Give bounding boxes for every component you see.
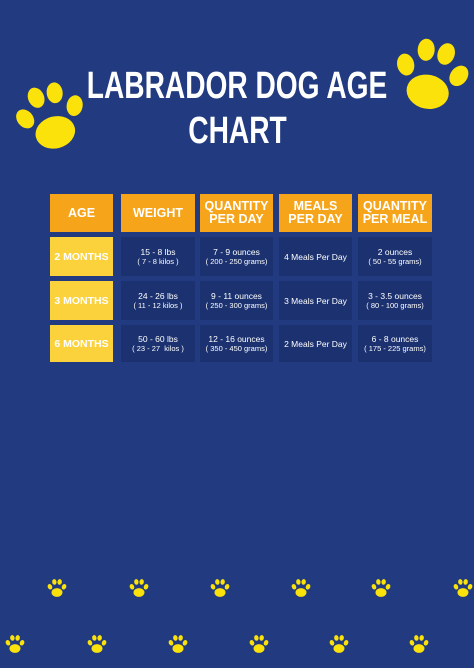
cell-text: 2 Meals Per Day [284, 338, 347, 349]
cell-text: ( 80 - 100 grams) [366, 300, 424, 310]
cell-text: 4 Meals Per Day [284, 251, 347, 262]
data-cell: 3 - 3.5 ounces( 80 - 100 grams) [358, 281, 432, 320]
header-cell: MEALS PER DAY [279, 194, 352, 232]
paw-row [4, 578, 474, 653]
cell-text: 9 - 11 ounces [211, 290, 262, 301]
cell-text: ( 250 - 300 grams) [205, 300, 268, 310]
cell-text: WEIGHT [133, 205, 183, 220]
data-cell: 6 - 8 ounces( 175 - 225 grams) [358, 325, 432, 362]
cell-text: PER MEAL [362, 212, 428, 226]
data-cell: 12 - 16 ounces( 350 - 450 grams) [200, 325, 273, 362]
cell-text: ( 200 - 250 grams) [205, 256, 268, 266]
cell-text: MEALS [293, 199, 338, 213]
cell-text: 3 - 3.5 ounces [368, 290, 422, 301]
cell-text: 15 - 8 lbs [140, 246, 176, 257]
title-text: CHART [187, 110, 287, 152]
cell-text: ( 50 - 55 grams) [368, 256, 422, 266]
cell-text: 3 MONTHS [54, 294, 109, 307]
header-cell: AGE [50, 194, 113, 232]
cell-text: 50 - 60 lbs [138, 333, 178, 344]
data-cell: 24 - 26 lbs( 11 - 12 kilos ) [121, 281, 195, 320]
cell-text: ( 7 - 8 kilos ) [137, 256, 179, 266]
cell-text: 3 Meals Per Day [284, 295, 347, 306]
cell-text: PER DAY [209, 212, 264, 226]
header-cell: WEIGHT [121, 194, 195, 232]
title-line: LABRADOR DOG AGE [0, 64, 474, 108]
title-text: LABRADOR DOG AGE [86, 65, 388, 107]
cell-text: ( 11 - 12 kilos ) [133, 300, 183, 310]
data-cell: 3 Meals Per Day [279, 281, 352, 320]
cell-text: QUANTITY [204, 199, 269, 213]
cell-text: 2 MONTHS [54, 250, 109, 263]
header-cell: QUANTITY PER DAY [200, 194, 273, 232]
header-cell: QUANTITY PER MEAL [358, 194, 432, 232]
data-cell: 15 - 8 lbs( 7 - 8 kilos ) [121, 237, 195, 276]
data-cell: 9 - 11 ounces( 250 - 300 grams) [200, 281, 273, 320]
title-line: CHART [0, 109, 474, 153]
data-cell: 2 Meals Per Day [279, 325, 352, 362]
cell-text: 24 - 26 lbs [138, 290, 178, 301]
cell-text: 7 - 9 ounces [213, 246, 260, 257]
cell-text: 2 ounces [377, 246, 413, 257]
cell-text: 12 - 16 ounces [208, 333, 265, 344]
data-cell: 2 ounces( 50 - 55 grams) [358, 237, 432, 276]
cell-text: 6 - 8 ounces [371, 333, 419, 344]
data-cell: 50 - 60 lbs( 23 - 27 kilos ) [121, 325, 195, 362]
cell-text: 6 MONTHS [54, 337, 109, 350]
data-cell: 4 Meals Per Day [279, 237, 352, 276]
cell-text: PER DAY [288, 212, 343, 226]
age-cell: 3 MONTHS [50, 281, 113, 320]
cell-text: ( 350 - 450 grams) [205, 343, 268, 353]
cell-text: AGE [67, 205, 96, 220]
cell-text: QUANTITY [363, 199, 427, 213]
data-cell: 7 - 9 ounces( 200 - 250 grams) [200, 237, 273, 276]
age-cell: 2 MONTHS [50, 237, 113, 276]
cell-text: ( 23 - 27 kilos ) [132, 343, 184, 353]
age-cell: 6 MONTHS [50, 325, 113, 362]
cell-text: ( 175 - 225 grams) [364, 343, 426, 353]
